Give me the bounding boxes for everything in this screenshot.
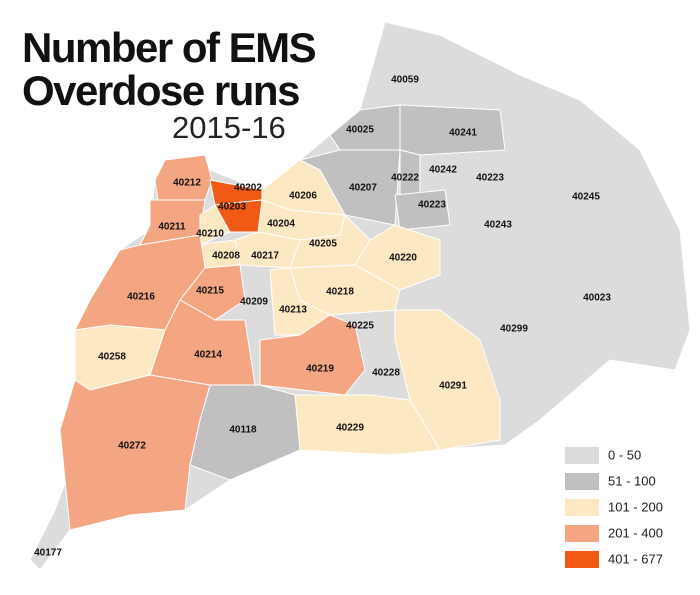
zip-label: 40225 <box>346 321 374 332</box>
zip-label: 40229 <box>336 423 364 434</box>
legend-swatch <box>565 525 599 542</box>
zip-label: 40211 <box>158 222 186 233</box>
legend-label: 201 - 400 <box>608 525 663 540</box>
zip-label: 40299 <box>500 324 528 335</box>
zip-label: 40118 <box>229 425 257 436</box>
zip-label: 40213 <box>279 305 307 316</box>
zip-label: 40208 <box>212 251 240 262</box>
zip-label: 40223 <box>476 173 504 184</box>
zip-label: 40258 <box>98 352 126 363</box>
zip-label: 40222 <box>391 173 419 184</box>
title-line: Overdose runs <box>22 67 299 114</box>
region <box>394 309 501 451</box>
zip-labels: 40059 40025 40241 40207 40222 40242 4022… <box>34 75 611 559</box>
zip-label: 40272 <box>118 441 146 452</box>
zip-label: 40217 <box>251 251 279 262</box>
subtitle: 2015-16 <box>172 110 286 145</box>
zip-label: 40202 <box>234 183 262 194</box>
region <box>259 314 366 396</box>
legend-swatch <box>565 551 599 568</box>
region <box>214 199 263 233</box>
legend-label: 401 - 677 <box>608 551 663 566</box>
legend: 0 - 50 51 - 100 101 - 200 201 - 400 401 - 67… <box>565 447 663 568</box>
zip-label: 40204 <box>267 219 295 230</box>
zip-label: 40219 <box>306 364 334 375</box>
region <box>394 189 451 231</box>
zip-label: 40206 <box>289 191 317 202</box>
region <box>179 264 246 321</box>
zip-label: 40203 <box>218 202 246 213</box>
zip-label: 40212 <box>173 178 201 189</box>
zip-label: 40214 <box>194 350 222 361</box>
zip-label: 40205 <box>309 239 337 250</box>
zip-label: 40220 <box>389 253 417 264</box>
region <box>294 394 441 456</box>
zip-label: 40218 <box>326 287 354 298</box>
zip-label: 40177 <box>34 548 62 559</box>
legend-swatch <box>565 447 599 464</box>
zip-label: 40210 <box>196 229 224 240</box>
zip-label: 40243 <box>484 220 512 231</box>
zip-label: 40025 <box>346 125 374 136</box>
zip-label: 40223 <box>418 200 446 211</box>
title-line: Number of EMS <box>22 24 316 71</box>
zip-label: 40207 <box>349 183 377 194</box>
legend-label: 51 - 100 <box>608 473 656 488</box>
zip-label: 40242 <box>429 165 457 176</box>
region <box>59 374 211 531</box>
legend-swatch <box>565 473 599 490</box>
zip-label: 40023 <box>583 293 611 304</box>
regions <box>59 104 506 531</box>
legend-label: 101 - 200 <box>608 499 663 514</box>
zip-label: 40228 <box>372 368 400 379</box>
zip-label: 40209 <box>240 297 268 308</box>
zip-label: 40245 <box>572 192 600 203</box>
region <box>399 104 506 156</box>
zip-label: 40059 <box>391 75 419 86</box>
zip-label: 40291 <box>439 381 467 392</box>
zip-label: 40216 <box>127 292 155 303</box>
zip-label: 40241 <box>449 128 477 139</box>
legend-label: 0 - 50 <box>608 447 641 462</box>
zip-label: 40215 <box>196 286 224 297</box>
legend-swatch <box>565 499 599 516</box>
